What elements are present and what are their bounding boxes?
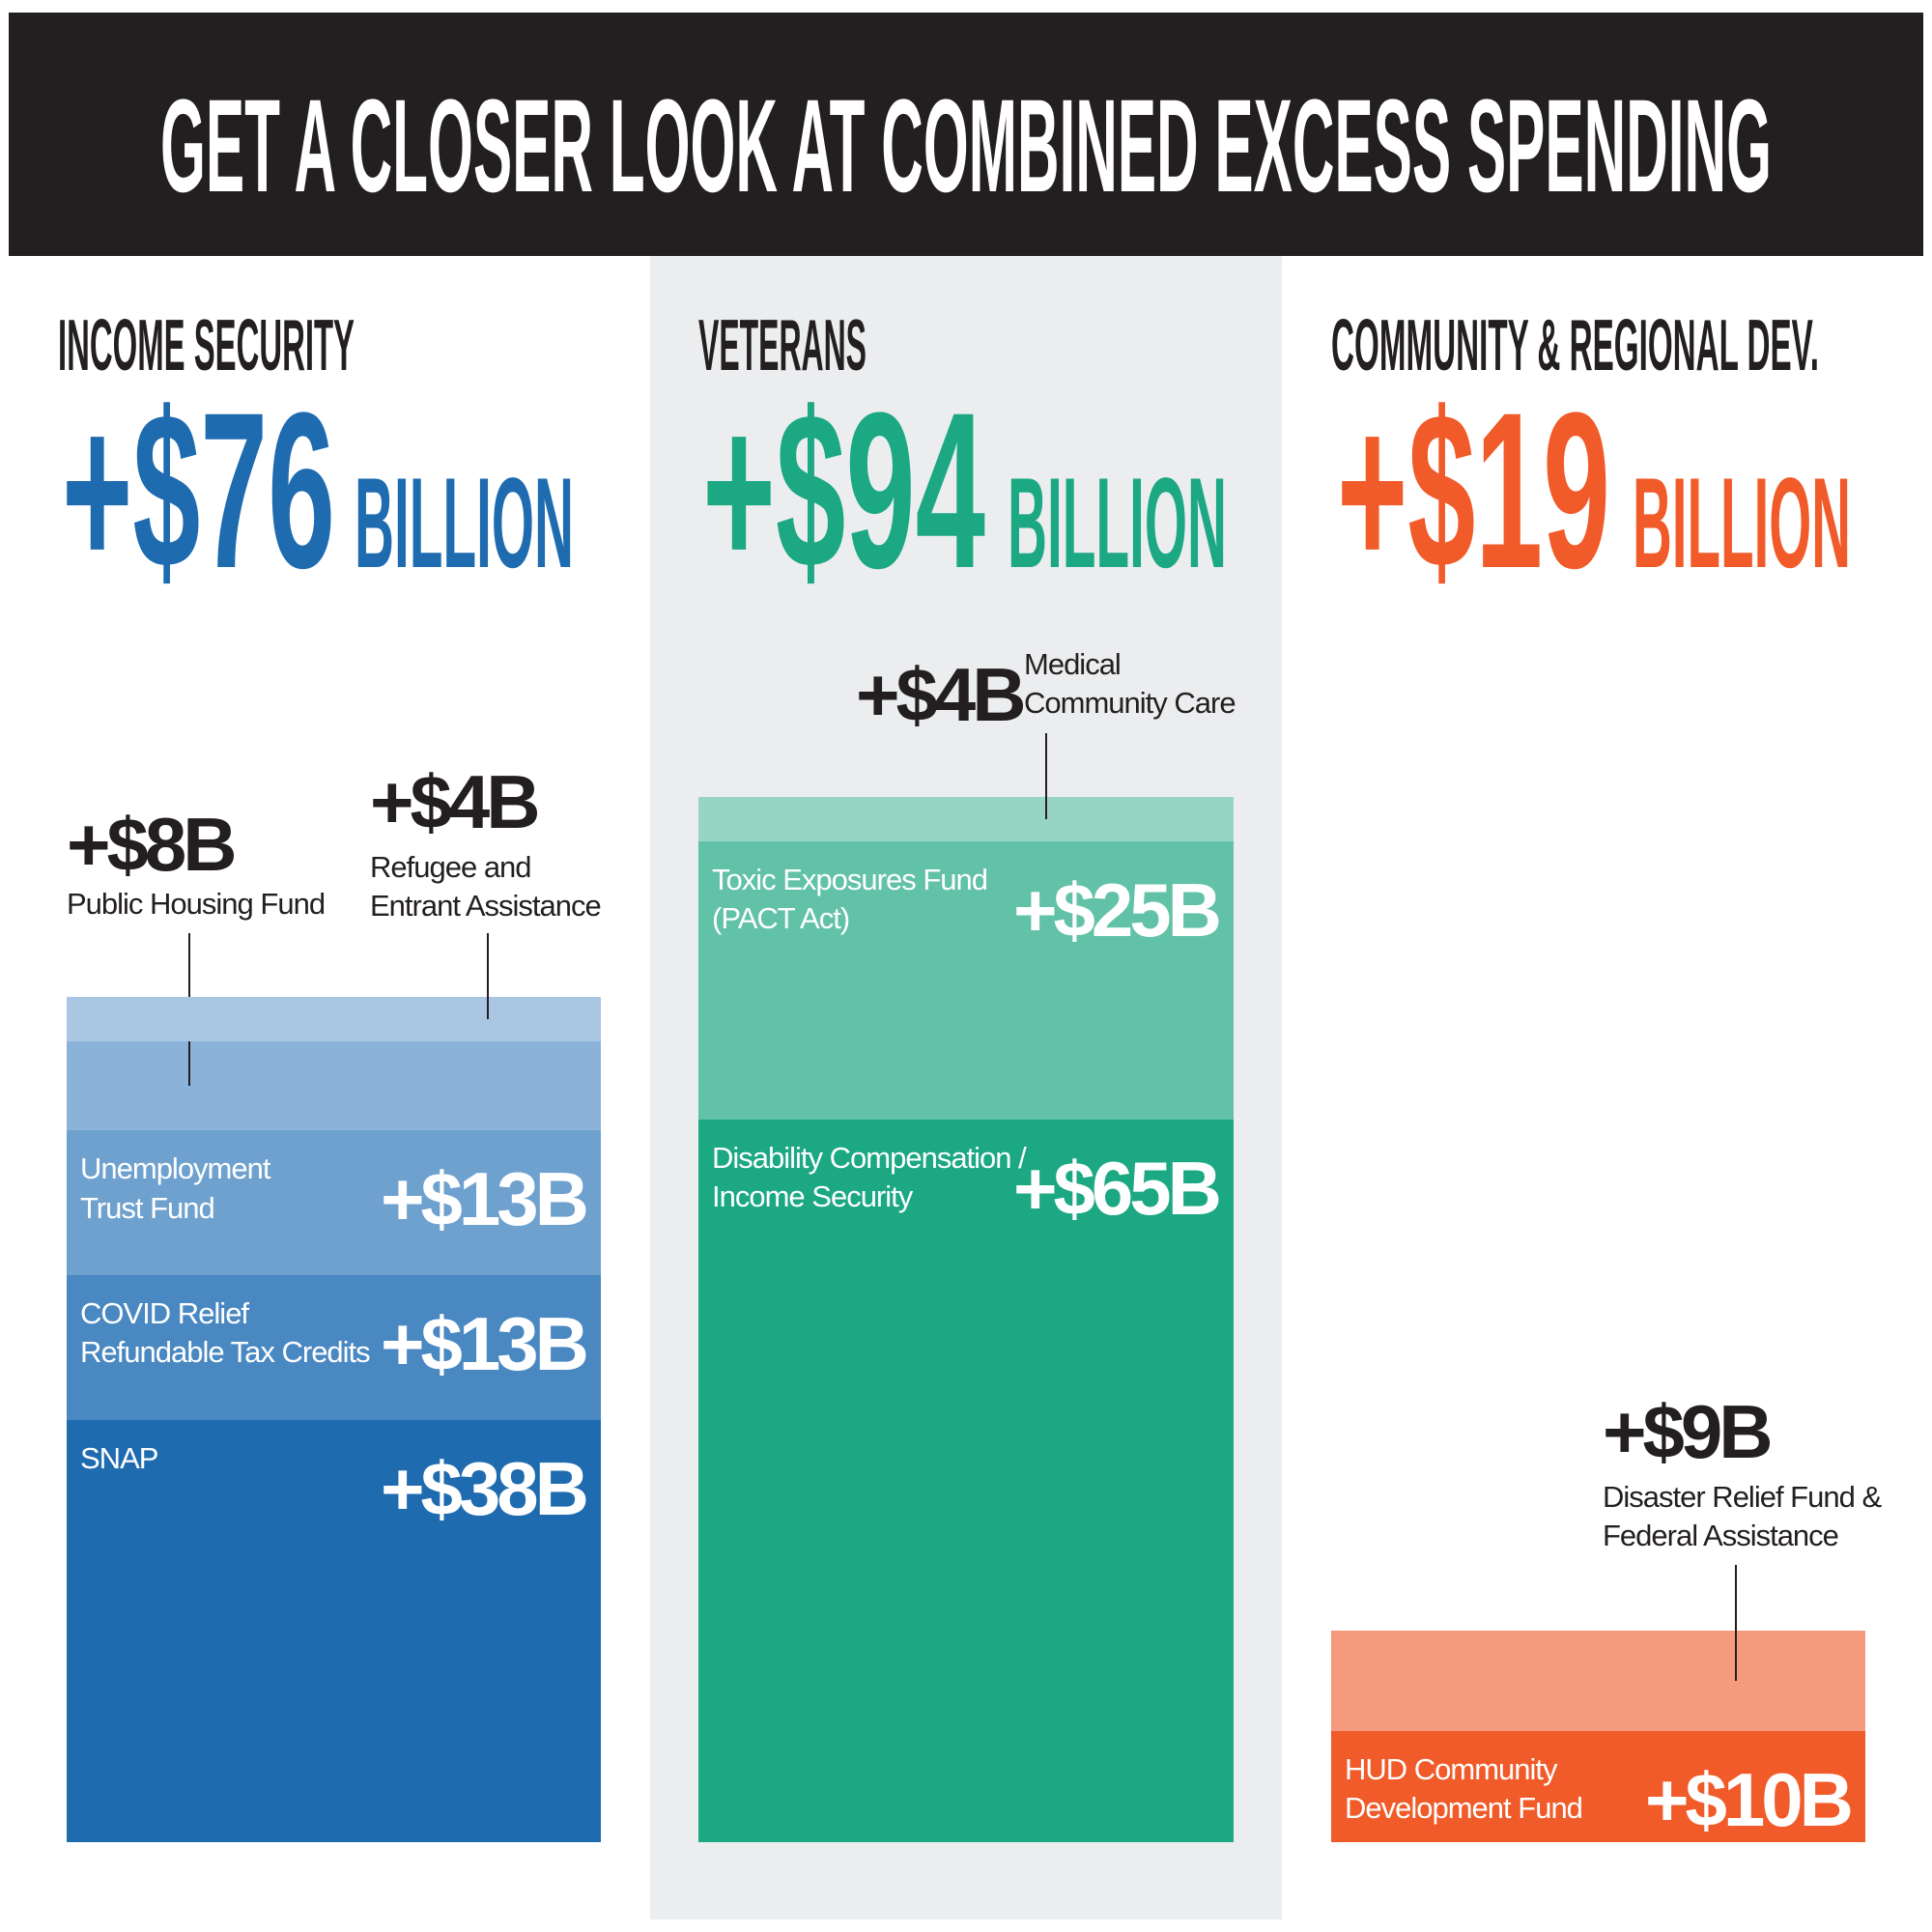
- bar-segment: [67, 1419, 601, 1842]
- leader-line: [487, 933, 489, 1020]
- total-amount: +$19: [1337, 366, 1610, 614]
- segment-label: Disaster Relief Fund & Federal Assistanc…: [1603, 1480, 1882, 1553]
- value-label: +$4B: [370, 759, 541, 844]
- value-label: +$4B: [856, 652, 1027, 737]
- segment-label: Disability Compensation / Income Securit…: [712, 1140, 1027, 1214]
- value-label: +$25B: [1012, 867, 1222, 953]
- total-unit: BILLION: [355, 452, 574, 595]
- segment-label: Unemployment Trust Fund: [80, 1151, 270, 1225]
- segment-label: Public Housing Fund: [67, 887, 326, 921]
- segment-label: SNAP: [80, 1440, 158, 1475]
- total-amount: +$94: [702, 366, 985, 614]
- panel-heading: INCOME SECURITY: [58, 304, 355, 385]
- segment-label: HUD Community Development Fund: [1345, 1751, 1583, 1826]
- leader-line: [1045, 733, 1047, 820]
- value-label: +$13B: [380, 1300, 589, 1386]
- bar-segment: [698, 841, 1234, 1120]
- value-label: +$9B: [1603, 1389, 1774, 1474]
- segment-label: Toxic Exposures Fund (PACT Act): [712, 863, 988, 936]
- segment-label: Medical Community Care: [1024, 647, 1236, 721]
- bar-segment: [1331, 1730, 1865, 1842]
- value-label: +$13B: [380, 1156, 589, 1242]
- segment-label: COVID Relief Refundable Tax Credits: [80, 1295, 371, 1370]
- value-label: +$10B: [1644, 1756, 1854, 1842]
- title-bar: [9, 13, 1923, 256]
- segment-label: Refugee and Entrant Assistance: [370, 850, 602, 923]
- bar-segment: [67, 1274, 601, 1420]
- total-amount: +$76: [62, 366, 335, 614]
- bar-segment: [67, 1041, 601, 1131]
- total-unit: BILLION: [1008, 452, 1227, 595]
- total-unit: BILLION: [1633, 452, 1851, 595]
- value-label: +$8B: [67, 802, 238, 887]
- panel-heading: VETERANS: [698, 304, 867, 385]
- page-title: GET A CLOSER LOOK AT COMBINED EXCESS SPE…: [160, 72, 1772, 220]
- value-label: +$65B: [1012, 1145, 1222, 1231]
- bar-segment: [67, 997, 601, 1042]
- bar-segment: [67, 1130, 601, 1275]
- bar-segment: [698, 1119, 1234, 1842]
- leader-line: [1735, 1565, 1737, 1682]
- bar-segment: [698, 797, 1234, 842]
- panel-heading: COMMUNITY & REGIONAL DEV.: [1331, 304, 1819, 385]
- value-label: +$38B: [380, 1445, 589, 1531]
- bar-segment: [1331, 1631, 1865, 1731]
